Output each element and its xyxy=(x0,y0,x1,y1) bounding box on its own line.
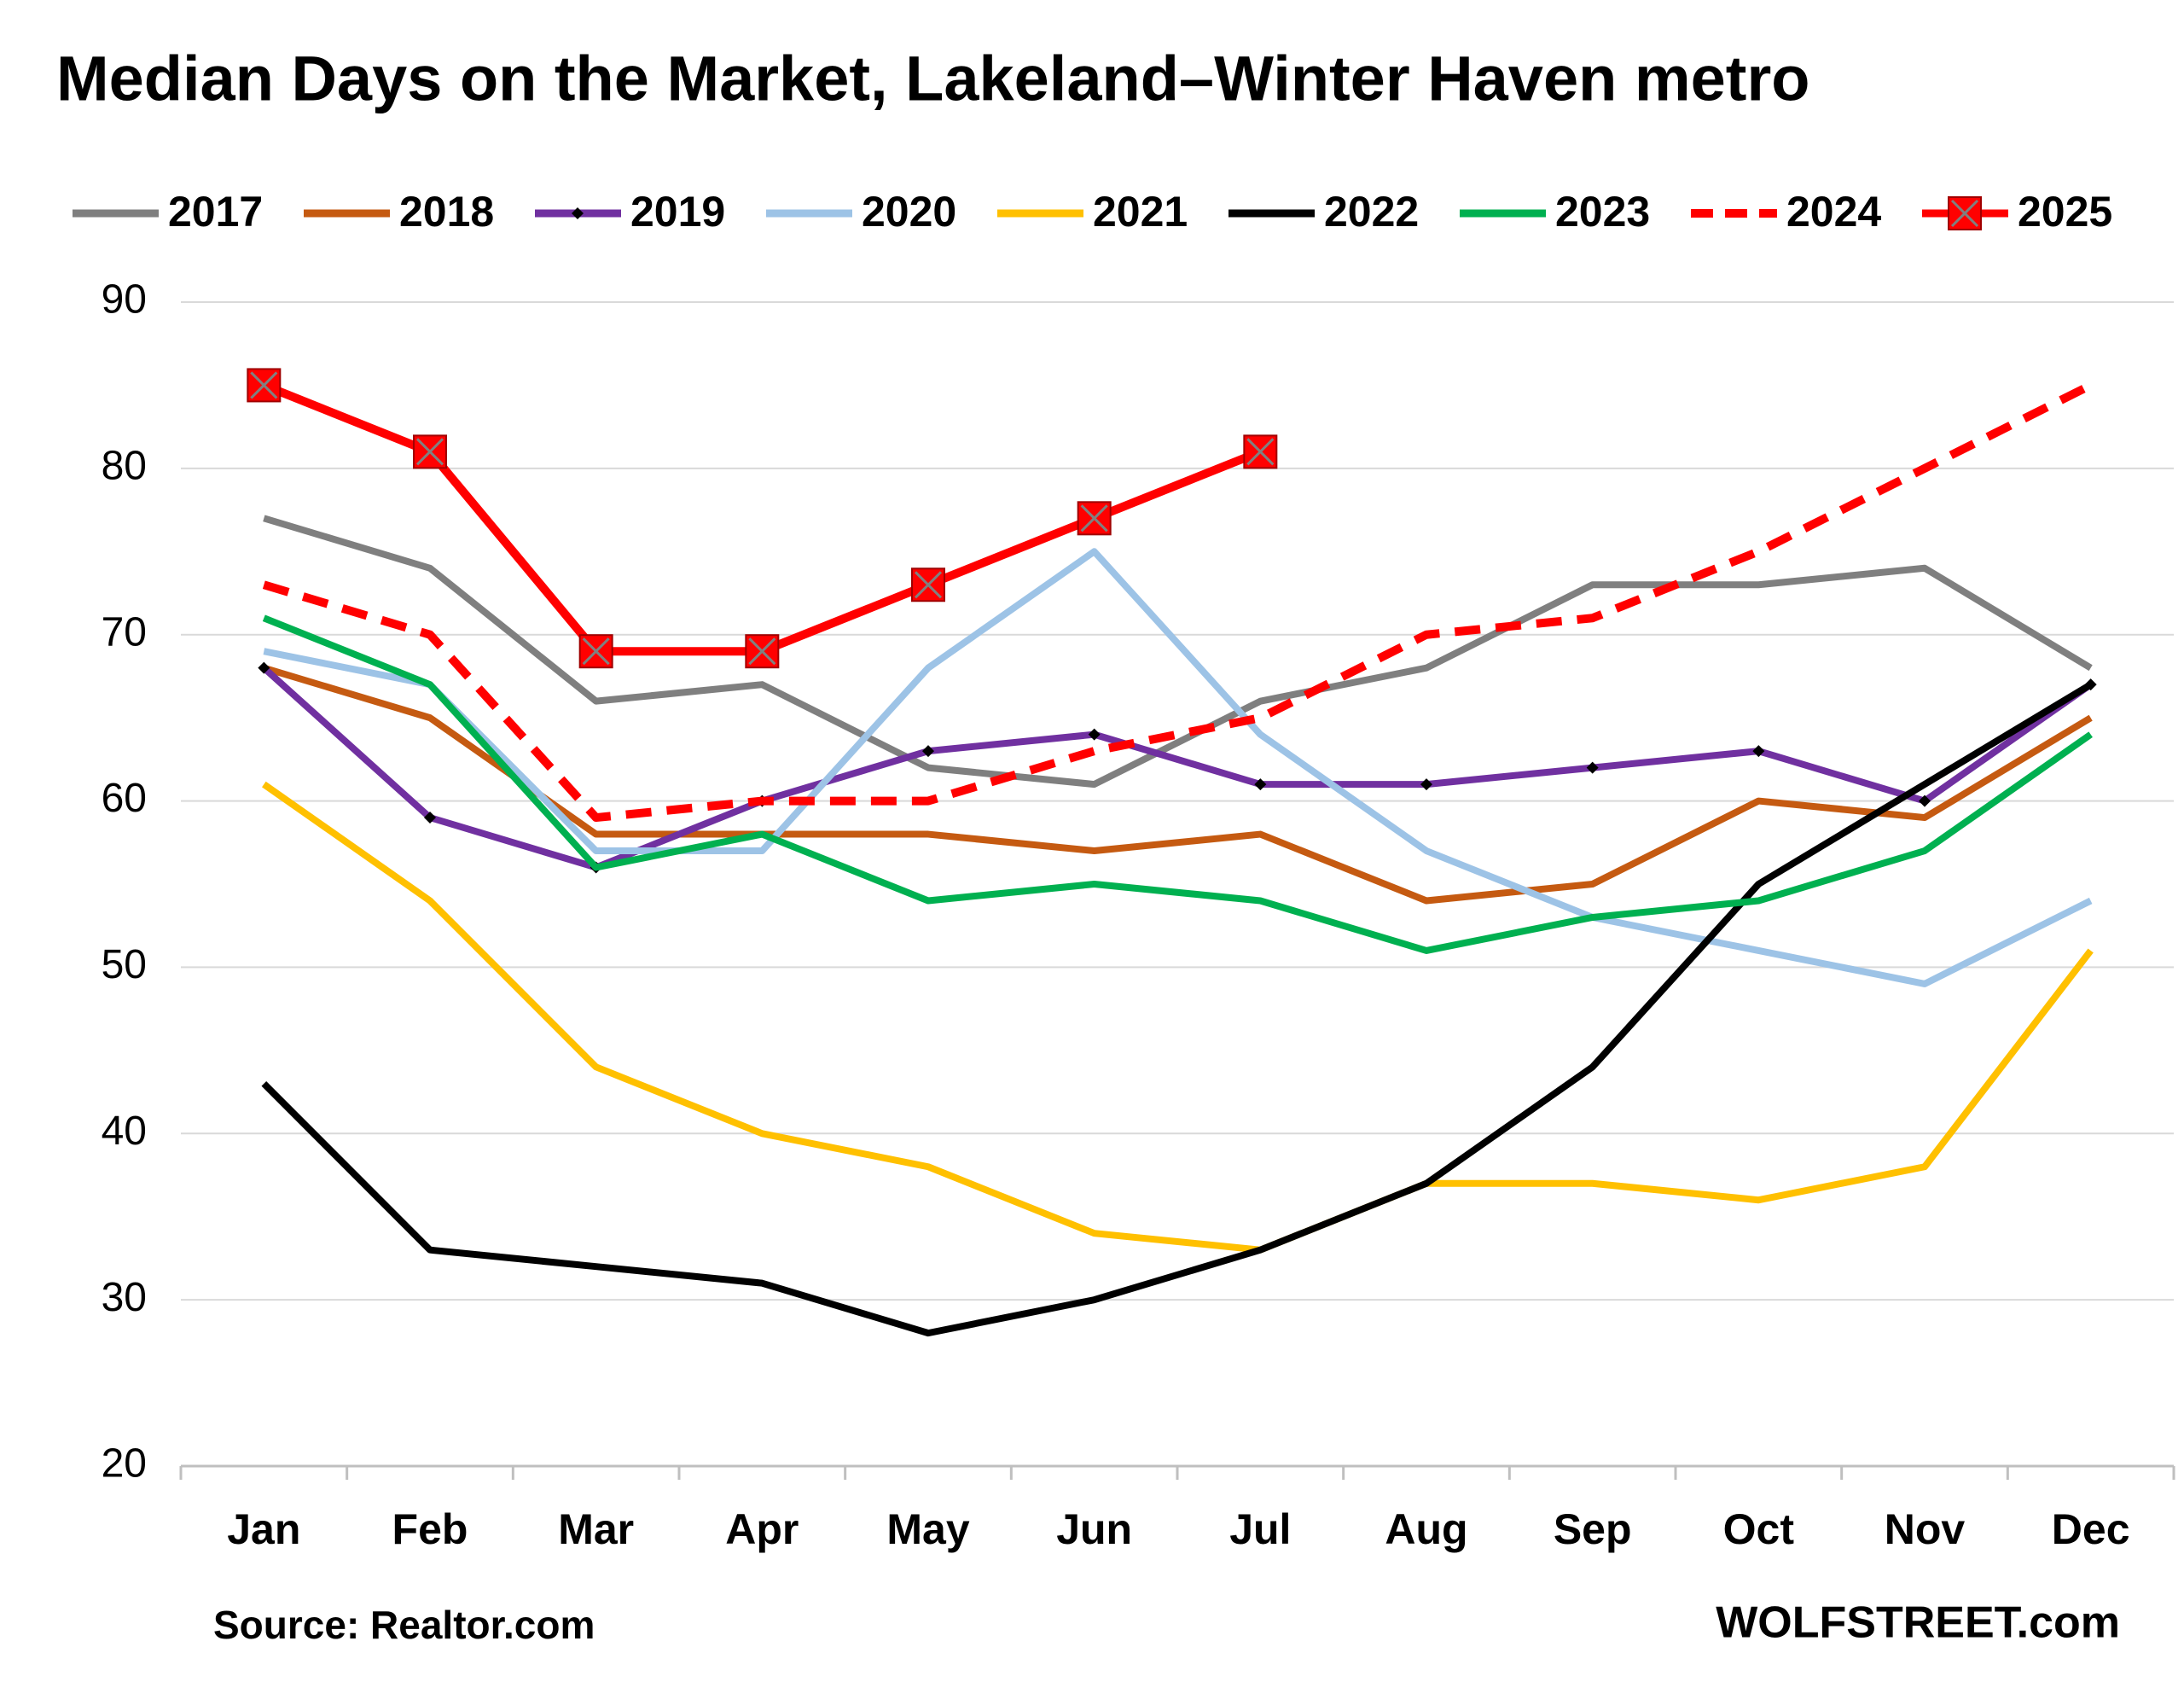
x-tick-label: Mar xyxy=(558,1505,634,1553)
y-tick-label: 50 xyxy=(102,942,147,987)
chart-title: Median Days on the Market, Lakeland–Wint… xyxy=(56,44,1809,114)
series-marker-cross xyxy=(582,637,610,666)
legend-label: 2020 xyxy=(862,188,956,236)
x-tick-label: Dec xyxy=(2052,1505,2130,1553)
series-line xyxy=(262,381,2093,823)
series-marker xyxy=(1254,778,1267,791)
legend-label: 2023 xyxy=(1555,188,1650,236)
x-tick-label: Nov xyxy=(1885,1505,1966,1553)
legend-label: 2024 xyxy=(1786,188,1881,236)
series-line xyxy=(261,665,2093,871)
series-marker-cross xyxy=(748,637,776,666)
x-tick-label: Jan xyxy=(227,1505,300,1553)
x-tick-label: Aug xyxy=(1385,1505,1467,1553)
y-tick-label: 70 xyxy=(102,609,147,655)
x-tick-label: Jul xyxy=(1229,1505,1291,1553)
series-line xyxy=(263,548,2093,987)
y-tick-label: 20 xyxy=(102,1441,147,1487)
x-tick-label: Feb xyxy=(392,1505,468,1553)
y-tick-label: 80 xyxy=(102,444,147,489)
series-line xyxy=(263,664,2093,905)
y-tick-label: 30 xyxy=(102,1275,147,1320)
x-tick-label: May xyxy=(886,1505,969,1553)
y-tick-label: 40 xyxy=(102,1109,147,1154)
series-marker-cross xyxy=(415,438,444,466)
legend-label: 2017 xyxy=(168,188,263,236)
series-marker xyxy=(1088,728,1101,741)
legend-label: 2022 xyxy=(1324,188,1419,236)
x-tick-label: Apr xyxy=(725,1505,799,1553)
series-marker-cross xyxy=(914,571,943,599)
series-marker xyxy=(1919,794,1931,807)
legend-label: 2025 xyxy=(2018,188,2112,236)
legend-marker-cross xyxy=(1950,199,1979,228)
legend-label: 2021 xyxy=(1093,188,1188,236)
series-line xyxy=(261,681,2093,1337)
series-line xyxy=(263,515,2093,789)
credit: WOLFSTREET.com xyxy=(1716,1598,2120,1648)
x-tick-label: Oct xyxy=(1723,1505,1795,1553)
legend-label: 2019 xyxy=(630,188,725,236)
series-marker-cross xyxy=(250,371,278,399)
series-marker xyxy=(258,661,270,674)
x-tick-label: Sep xyxy=(1554,1505,1632,1553)
series-line xyxy=(262,614,2093,954)
series-marker xyxy=(1586,761,1599,774)
series-marker-cross xyxy=(1080,504,1108,533)
x-tick-label: Jun xyxy=(1056,1505,1132,1553)
y-tick-label: 90 xyxy=(102,277,147,323)
legend-label: 2018 xyxy=(399,188,494,236)
series-marker xyxy=(1420,778,1432,791)
series-marker-cross xyxy=(1246,438,1275,466)
series-marker xyxy=(424,812,436,824)
series-marker xyxy=(1752,745,1765,758)
series-marker xyxy=(922,745,934,758)
series-line xyxy=(262,781,2094,1254)
y-tick-label: 60 xyxy=(102,776,147,821)
legend-marker xyxy=(572,207,584,219)
source: Source: Realtor.com xyxy=(213,1603,595,1647)
